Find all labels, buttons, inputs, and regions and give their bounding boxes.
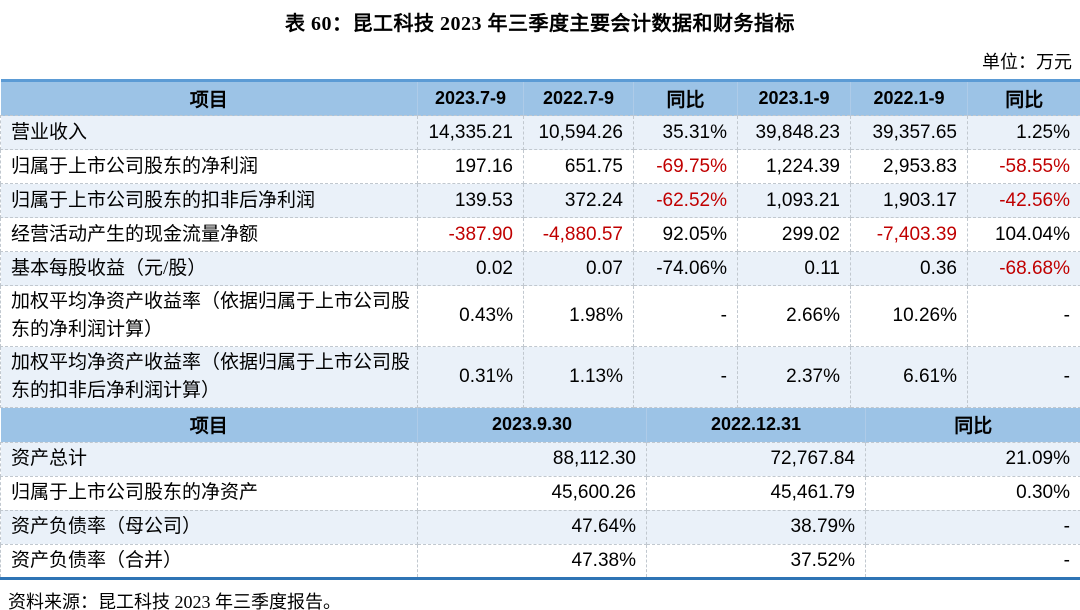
column-header-yoy-ytd: 同比 xyxy=(967,80,1080,116)
value-cell: 197.16 xyxy=(417,149,524,184)
column-header-2023-1-9: 2023.1-9 xyxy=(737,80,851,116)
value-cell: 1.13% xyxy=(523,346,634,408)
value-cell: 37.52% xyxy=(646,543,866,579)
value-cell: 2.66% xyxy=(737,285,851,347)
table-row: 资产负债率（合并） 47.38% 37.52% - xyxy=(0,543,1080,579)
value-cell: 39,357.65 xyxy=(850,115,968,150)
table-title: 表 60：昆工科技 2023 年三季度主要会计数据和财务指标 xyxy=(285,13,795,35)
value-cell: -42.56% xyxy=(967,183,1080,218)
value-cell: - xyxy=(865,543,1080,579)
value-cell: 1.25% xyxy=(967,115,1080,150)
value-cell: 0.43% xyxy=(417,285,524,347)
table-row: 资产负债率（母公司） 47.64% 38.79% - xyxy=(0,509,1080,545)
value-cell: 299.02 xyxy=(737,217,851,252)
row-label: 加权平均净资产收益率（依据归属于上市公司股东的扣非后净利润计算） xyxy=(0,346,418,408)
value-cell: 45,461.79 xyxy=(646,475,866,511)
column-header-2022-12-31: 2022.12.31 xyxy=(646,408,866,442)
value-cell: 10.26% xyxy=(850,285,968,347)
value-cell: - xyxy=(865,509,1080,545)
table-row: 归属于上市公司股东的净利润 197.16 651.75 -69.75% 1,224.39… xyxy=(0,149,1080,184)
row-label: 营业收入 xyxy=(0,115,418,150)
value-cell: 47.38% xyxy=(417,543,647,579)
value-cell: 0.31% xyxy=(417,346,524,408)
value-cell: 39,848.23 xyxy=(737,115,851,150)
value-cell: - xyxy=(633,346,738,408)
column-header-2023-9-30: 2023.9.30 xyxy=(417,408,647,442)
value-cell: 92.05% xyxy=(633,217,738,252)
table-row: 经营活动产生的现金流量净额 -387.90 -4,880.57 92.05% 299.0… xyxy=(0,217,1080,252)
table-row: 基本每股收益（元/股） 0.02 0.07 -74.06% 0.11 0.36 -68.68… xyxy=(0,251,1080,286)
value-cell: 88,112.30 xyxy=(417,441,647,477)
balance-sheet-table: 项目 2023.9.30 2022.12.31 同比 资产总计 88,112.30… xyxy=(0,408,1080,580)
value-cell: 45,600.26 xyxy=(417,475,647,511)
value-cell: 1,093.21 xyxy=(737,183,851,218)
value-cell: 139.53 xyxy=(417,183,524,218)
value-cell: 0.11 xyxy=(737,251,851,286)
quarterly-financials-table: 项目 2023.7-9 2022.7-9 同比 2023.1-9 2022.1-… xyxy=(0,79,1080,408)
value-cell: 10,594.26 xyxy=(523,115,634,150)
value-cell: 1.98% xyxy=(523,285,634,347)
value-cell: 21.09% xyxy=(865,441,1080,477)
row-label: 资产负债率（母公司） xyxy=(0,509,418,545)
value-cell: - xyxy=(967,346,1080,408)
table-row: 营业收入 14,335.21 10,594.26 35.31% 39,848.23 39,… xyxy=(0,115,1080,150)
column-header-2023-7-9: 2023.7-9 xyxy=(417,80,524,116)
value-cell: -74.06% xyxy=(633,251,738,286)
table-row: 归属于上市公司股东的扣非后净利润 139.53 372.24 -62.52% 1,093… xyxy=(0,183,1080,218)
table-row: 资产总计 88,112.30 72,767.84 21.09% xyxy=(0,441,1080,477)
row-label: 归属于上市公司股东的扣非后净利润 xyxy=(0,183,418,218)
value-cell: 372.24 xyxy=(523,183,634,218)
column-header-item: 项目 xyxy=(0,80,418,116)
value-cell: - xyxy=(633,285,738,347)
column-header-2022-7-9: 2022.7-9 xyxy=(523,80,634,116)
value-cell: -7,403.39 xyxy=(850,217,968,252)
value-cell: -68.68% xyxy=(967,251,1080,286)
value-cell: 14,335.21 xyxy=(417,115,524,150)
value-cell: 38.79% xyxy=(646,509,866,545)
value-cell: 104.04% xyxy=(967,217,1080,252)
quarterly-table-body: 营业收入 14,335.21 10,594.26 35.31% 39,848.23 39,… xyxy=(0,115,1080,408)
value-cell: - xyxy=(967,285,1080,347)
table-row: 加权平均净资产收益率（依据归属于上市公司股东的净利润计算） 0.43% 1.98% -… xyxy=(0,285,1080,347)
value-cell: 0.02 xyxy=(417,251,524,286)
row-label: 资产负债率（合并） xyxy=(0,543,418,579)
value-cell: 651.75 xyxy=(523,149,634,184)
value-cell: -62.52% xyxy=(633,183,738,218)
row-label: 归属于上市公司股东的净利润 xyxy=(0,149,418,184)
value-cell: 47.64% xyxy=(417,509,647,545)
value-cell: 0.36 xyxy=(850,251,968,286)
value-cell: 35.31% xyxy=(633,115,738,150)
row-label: 基本每股收益（元/股） xyxy=(0,251,418,286)
row-label: 资产总计 xyxy=(0,441,418,477)
balance-header-row: 项目 2023.9.30 2022.12.31 同比 xyxy=(0,408,1080,442)
source-note: 资料来源：昆工科技 2023 年三季度报告。 xyxy=(8,591,341,610)
value-cell: 0.30% xyxy=(865,475,1080,511)
value-cell: 0.07 xyxy=(523,251,634,286)
row-label: 加权平均净资产收益率（依据归属于上市公司股东的净利润计算） xyxy=(0,285,418,347)
balance-table-body: 资产总计 88,112.30 72,767.84 21.09% 归属于上市公司股东的净资… xyxy=(0,441,1080,579)
value-cell: 72,767.84 xyxy=(646,441,866,477)
table-row: 加权平均净资产收益率（依据归属于上市公司股东的扣非后净利润计算） 0.31% 1.1… xyxy=(0,346,1080,408)
column-header-yoy-balance: 同比 xyxy=(865,408,1080,442)
value-cell: 2,953.83 xyxy=(850,149,968,184)
table-row: 归属于上市公司股东的净资产 45,600.26 45,461.79 0.30% xyxy=(0,475,1080,511)
column-header-2022-1-9: 2022.1-9 xyxy=(850,80,968,116)
value-cell: -387.90 xyxy=(417,217,524,252)
value-cell: -69.75% xyxy=(633,149,738,184)
row-label: 归属于上市公司股东的净资产 xyxy=(0,475,418,511)
value-cell: -4,880.57 xyxy=(523,217,634,252)
unit-label: 单位：万元 xyxy=(982,52,1072,72)
value-cell: 2.37% xyxy=(737,346,851,408)
value-cell: 6.61% xyxy=(850,346,968,408)
column-header-yoy-quarter: 同比 xyxy=(633,80,738,116)
value-cell: 1,224.39 xyxy=(737,149,851,184)
column-header-item: 项目 xyxy=(0,408,418,442)
quarterly-header-row: 项目 2023.7-9 2022.7-9 同比 2023.1-9 2022.1-… xyxy=(0,80,1080,116)
value-cell: -58.55% xyxy=(967,149,1080,184)
value-cell: 1,903.17 xyxy=(850,183,968,218)
row-label: 经营活动产生的现金流量净额 xyxy=(0,217,418,252)
